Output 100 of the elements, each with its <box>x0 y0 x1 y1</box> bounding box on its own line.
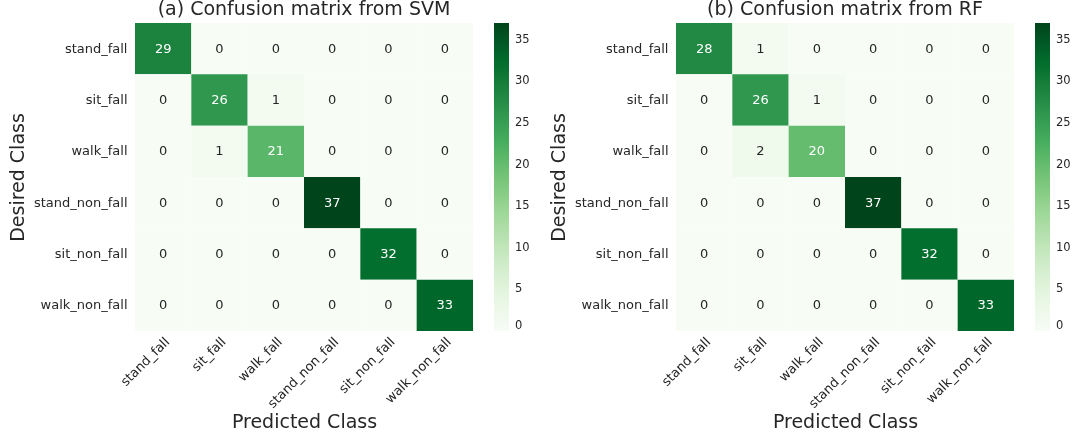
data-label: 0 <box>981 40 990 56</box>
color-bar-label: 25 <box>1056 114 1071 129</box>
data-label: 0 <box>159 143 168 159</box>
data-label: 0 <box>271 194 280 210</box>
color-bar-label: 25 <box>515 114 530 129</box>
data-label: 0 <box>328 143 337 159</box>
data-label: 0 <box>756 194 765 210</box>
data-label: 0 <box>869 40 878 56</box>
data-label: 0 <box>440 194 449 210</box>
data-label: 32 <box>380 246 397 261</box>
data-label: 1 <box>756 40 765 56</box>
data-label: 0 <box>215 40 224 56</box>
data-label: 0 <box>328 92 337 107</box>
color-bar-label: 30 <box>1056 73 1071 88</box>
data-label: 28 <box>695 40 713 56</box>
x-axis-title: Predicted Class <box>772 409 919 432</box>
data-label: 0 <box>700 92 709 107</box>
data-label: 0 <box>812 40 821 56</box>
data-label: 0 <box>440 143 449 159</box>
color-bar-label: 20 <box>1056 156 1071 171</box>
data-label: 0 <box>215 297 224 313</box>
data-label: 0 <box>812 194 821 210</box>
y-tick-label: stand_non_fall <box>33 194 128 210</box>
data-label: 0 <box>869 143 878 159</box>
data-label: 0 <box>384 297 393 313</box>
data-label: 0 <box>159 194 168 210</box>
data-label: 21 <box>267 143 285 159</box>
data-label: 1 <box>271 92 280 107</box>
y-tick-label: stand_non_fall <box>574 194 669 210</box>
color-bar-label: 10 <box>1056 239 1071 254</box>
chart-title: (b) Confusion matrix from RF <box>707 0 983 19</box>
x-axis-title: Predicted Class <box>231 409 378 432</box>
color-bar-label: 5 <box>1056 281 1064 296</box>
data-label: 0 <box>328 40 337 56</box>
color-bar-label: 15 <box>1056 198 1071 213</box>
data-label: 37 <box>323 194 341 210</box>
data-label: 33 <box>436 297 454 313</box>
data-label: 0 <box>384 194 393 210</box>
data-label: 33 <box>977 297 995 313</box>
color-bar-label: 0 <box>515 318 523 332</box>
color-bar-label: 35 <box>1056 31 1071 46</box>
data-label: 0 <box>384 92 393 107</box>
data-label: 0 <box>981 92 990 107</box>
data-label: 0 <box>981 143 990 159</box>
color-bar-label: 30 <box>515 73 530 88</box>
y-axis-title: Desired Class <box>546 113 569 242</box>
chart-title: (a) Confusion matrix from SVM <box>157 0 451 19</box>
data-label: 0 <box>981 194 990 210</box>
y-tick-label: stand_fall <box>605 40 669 56</box>
data-label: 37 <box>864 194 882 210</box>
data-label: 0 <box>440 92 449 107</box>
data-label: 0 <box>812 297 821 313</box>
data-label: 0 <box>925 92 934 107</box>
data-label: 0 <box>869 246 878 261</box>
data-label: 0 <box>159 246 168 261</box>
data-label: 0 <box>440 246 449 261</box>
data-label: 0 <box>756 246 765 261</box>
data-label: 0 <box>812 246 821 261</box>
color-bar-label: 10 <box>515 239 530 254</box>
data-label: 0 <box>925 297 934 313</box>
data-label: 0 <box>440 40 449 56</box>
y-tick-label: sit_fall <box>85 92 128 107</box>
data-label: 1 <box>812 92 821 107</box>
y-tick-label: walk_non_fall <box>581 297 669 313</box>
data-label: 0 <box>700 297 709 313</box>
data-label: 26 <box>752 92 769 107</box>
data-label: 0 <box>271 246 280 261</box>
data-label: 0 <box>981 246 990 261</box>
y-tick-label: sit_fall <box>626 92 669 107</box>
color-bar-label: 15 <box>515 198 530 213</box>
y-tick-label: walk_non_fall <box>40 297 128 313</box>
data-label: 0 <box>271 40 280 56</box>
color-bar-label: 5 <box>515 281 523 296</box>
data-label: 29 <box>154 40 172 56</box>
y-tick-label: sit_non_fall <box>595 246 669 261</box>
y-tick-label: sit_non_fall <box>54 246 128 261</box>
data-label: 0 <box>271 297 280 313</box>
data-label: 0 <box>869 92 878 107</box>
data-label: 0 <box>925 194 934 210</box>
data-label: 0 <box>384 143 393 159</box>
data-label: 0 <box>328 246 337 261</box>
data-label: 1 <box>215 143 224 159</box>
data-label: 0 <box>925 40 934 56</box>
data-label: 0 <box>159 297 168 313</box>
y-tick-label: walk_fall <box>71 143 128 159</box>
y-tick-label: stand_fall <box>64 40 128 56</box>
color-bar-label: 35 <box>515 31 530 46</box>
data-label: 0 <box>869 297 878 313</box>
data-label: 0 <box>925 143 934 159</box>
data-label: 0 <box>215 246 224 261</box>
data-label: 2 <box>756 143 765 159</box>
data-label: 0 <box>700 246 709 261</box>
data-label: 32 <box>921 246 938 261</box>
color-bar-label: 20 <box>515 156 530 171</box>
data-label: 0 <box>756 297 765 313</box>
data-label: 0 <box>700 143 709 159</box>
data-label: 0 <box>328 297 337 313</box>
data-label: 0 <box>384 40 393 56</box>
y-tick-label: walk_fall <box>612 143 669 159</box>
y-axis-title: Desired Class <box>5 113 28 242</box>
